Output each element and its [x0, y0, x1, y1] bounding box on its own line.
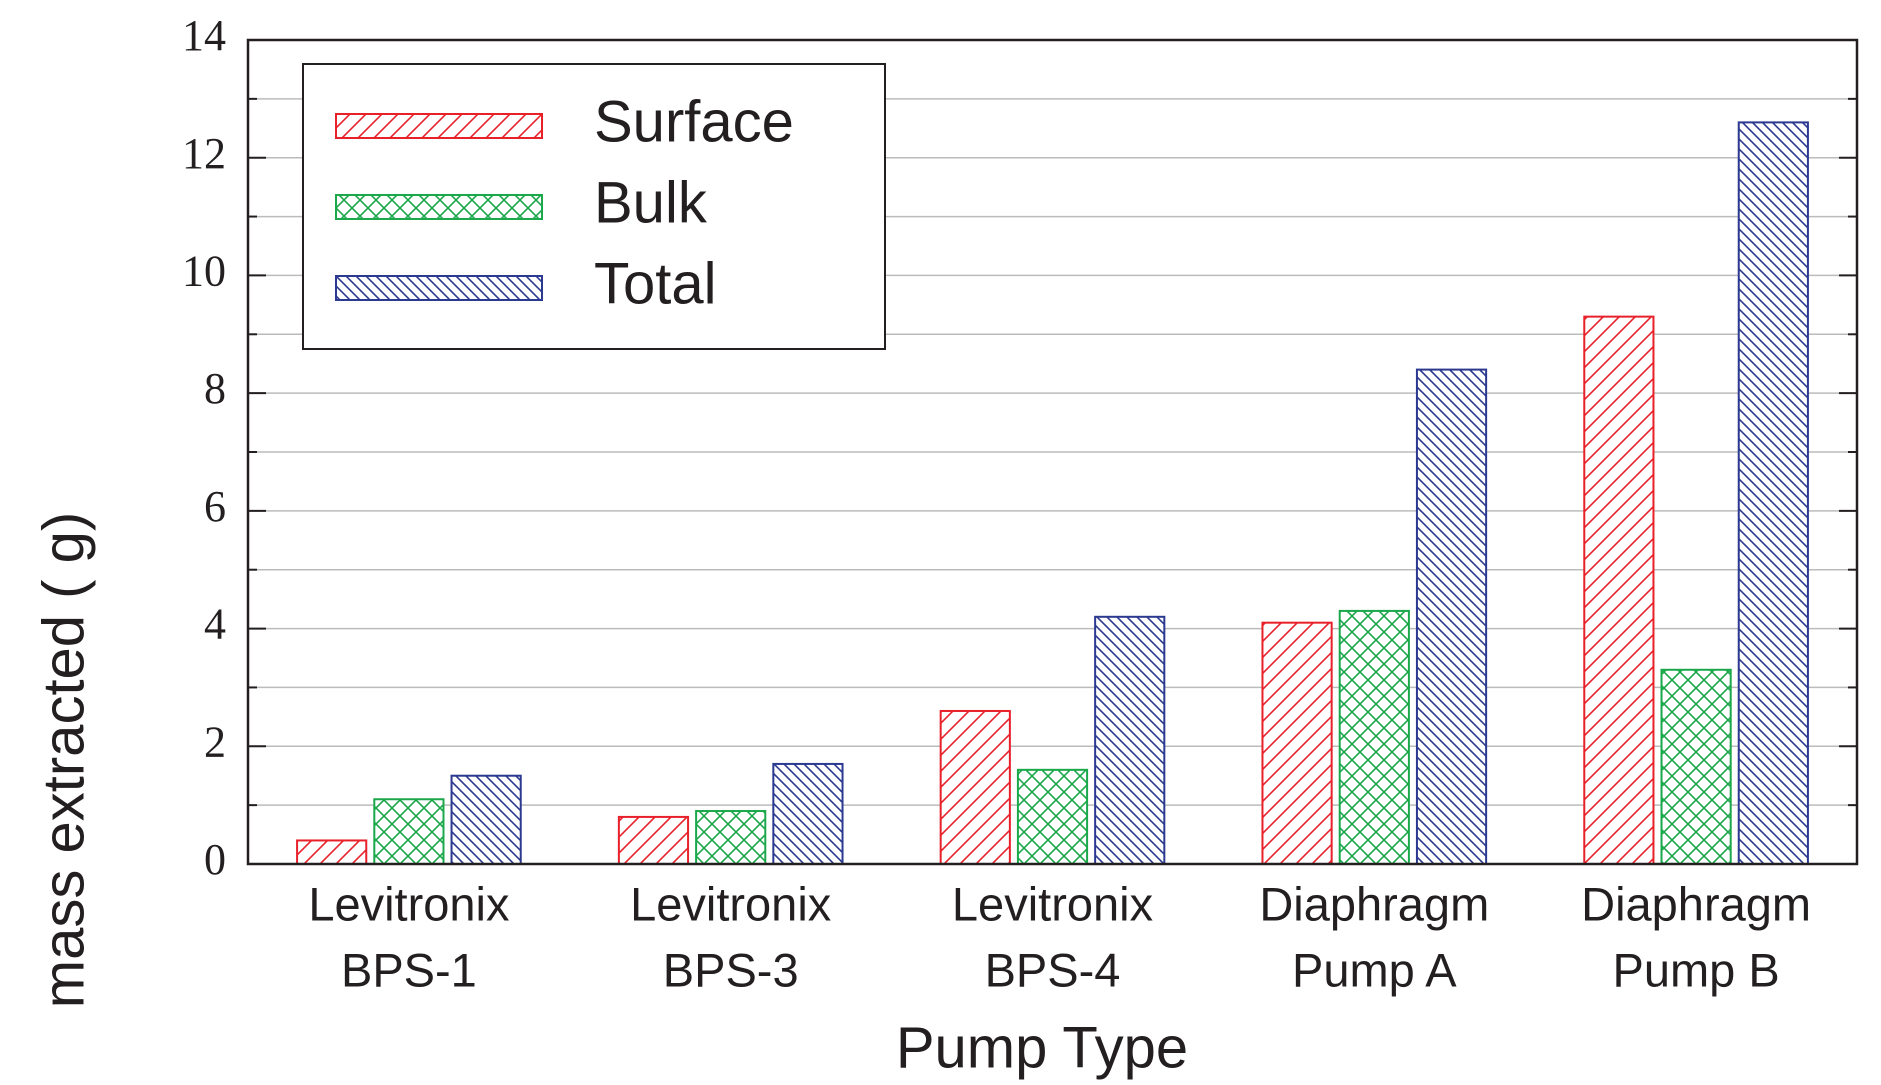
x-tick-label: BPS-4	[985, 943, 1121, 996]
bar	[296, 839, 368, 866]
legend-swatch	[335, 194, 543, 220]
legend-label: Bulk	[594, 170, 708, 235]
bar	[1583, 315, 1655, 865]
legend-swatch	[335, 275, 543, 301]
y-tick-label: 4	[204, 600, 226, 649]
bar	[939, 709, 1011, 865]
bar	[450, 774, 522, 866]
legend-label: Surface	[594, 89, 794, 154]
x-tick-label: Pump A	[1292, 943, 1457, 996]
bar	[1415, 368, 1488, 865]
bar	[1016, 768, 1089, 865]
plot-frame	[246, 38, 1859, 866]
bar	[617, 815, 690, 866]
bar	[695, 810, 767, 865]
x-tick-label: Diaphragm	[1259, 877, 1489, 930]
y-tick-label: 8	[204, 364, 226, 413]
bar	[1261, 621, 1333, 866]
y-tick-label: 2	[204, 717, 226, 766]
legend-label: Total	[594, 251, 717, 316]
y-tick-label: 12	[182, 129, 226, 178]
y-tick-label: 6	[204, 482, 226, 531]
x-tick-label: BPS-3	[663, 943, 799, 996]
y-tick-label: 0	[204, 835, 226, 884]
x-tick-label: Levitronix	[630, 877, 831, 930]
bar	[772, 762, 844, 866]
x-tick-label: Levitronix	[952, 877, 1153, 930]
bar	[1660, 668, 1732, 865]
x-tick-label: BPS-1	[341, 943, 477, 996]
bar	[1737, 121, 1809, 865]
y-tick-label: 14	[182, 11, 226, 60]
bar	[1338, 609, 1410, 866]
bar	[1094, 615, 1166, 865]
y-axis-title: mass extracted ( g)	[31, 512, 96, 1008]
bar	[373, 798, 445, 865]
x-tick-label: Diaphragm	[1581, 877, 1811, 930]
x-tick-label: Levitronix	[308, 877, 509, 930]
legend-swatch	[335, 113, 543, 139]
x-axis-title: Pump Type	[896, 1015, 1188, 1080]
x-tick-label: Pump B	[1613, 943, 1780, 996]
y-tick-label: 10	[182, 247, 226, 296]
